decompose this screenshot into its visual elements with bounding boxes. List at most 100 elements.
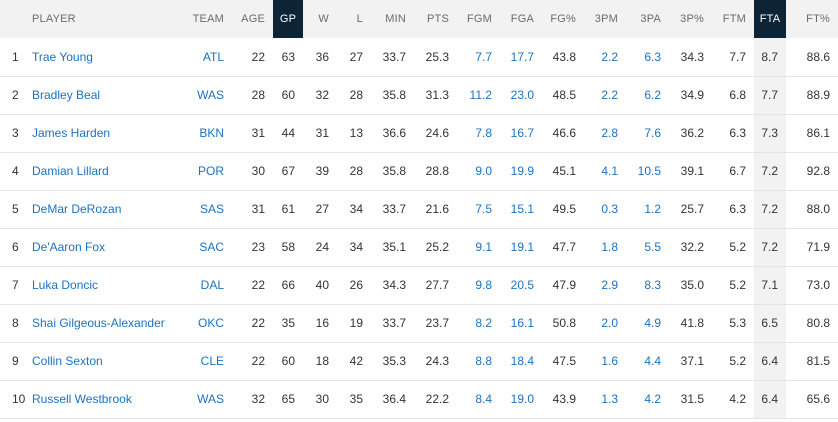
cell-player[interactable]: Bradley Beal: [32, 76, 192, 114]
cell-team[interactable]: SAS: [192, 190, 232, 228]
stat-link[interactable]: 19.1: [510, 240, 534, 254]
stat-link[interactable]: 10.5: [637, 164, 661, 178]
stat-link[interactable]: 4.9: [644, 316, 661, 330]
player-link[interactable]: Damian Lillard: [32, 164, 109, 178]
stat-link[interactable]: 8.4: [475, 392, 492, 406]
stat-link[interactable]: 5.5: [644, 240, 661, 254]
cell-3pm[interactable]: 1.8: [584, 228, 626, 266]
stat-link[interactable]: 0.3: [601, 202, 618, 216]
stat-link[interactable]: 2.8: [601, 126, 618, 140]
stat-link[interactable]: 7.8: [475, 126, 492, 140]
team-link[interactable]: SAS: [199, 202, 224, 216]
cell-team[interactable]: ATL: [192, 38, 232, 76]
player-link[interactable]: Luka Doncic: [32, 278, 99, 292]
column-header-min[interactable]: MIN: [371, 0, 414, 38]
cell-3pa[interactable]: 6.2: [626, 76, 669, 114]
team-link[interactable]: POR: [197, 164, 224, 178]
cell-team[interactable]: OKC: [192, 304, 232, 342]
stat-link[interactable]: 20.5: [510, 278, 534, 292]
cell-player[interactable]: DeMar DeRozan: [32, 190, 192, 228]
cell-player[interactable]: Collin Sexton: [32, 342, 192, 380]
stat-link[interactable]: 16.7: [510, 126, 534, 140]
player-link[interactable]: De'Aaron Fox: [32, 240, 105, 254]
stat-link[interactable]: 4.2: [644, 392, 661, 406]
stat-link[interactable]: 23.0: [510, 88, 534, 102]
cell-fgm[interactable]: 9.1: [457, 228, 500, 266]
team-link[interactable]: CLE: [200, 354, 224, 368]
player-link[interactable]: Bradley Beal: [32, 88, 101, 102]
cell-player[interactable]: James Harden: [32, 114, 192, 152]
player-link[interactable]: Shai Gilgeous-Alexander: [32, 316, 165, 330]
stat-link[interactable]: 1.3: [601, 392, 618, 406]
column-header-fg-pct[interactable]: FG%: [542, 0, 584, 38]
cell-fgm[interactable]: 11.2: [457, 76, 500, 114]
column-header-fta[interactable]: FTA: [754, 0, 786, 38]
cell-3pm[interactable]: 2.2: [584, 38, 626, 76]
team-link[interactable]: DAL: [200, 278, 224, 292]
cell-team[interactable]: SAC: [192, 228, 232, 266]
column-header-team[interactable]: TEAM: [192, 0, 232, 38]
cell-team[interactable]: DAL: [192, 266, 232, 304]
stat-link[interactable]: 9.0: [475, 164, 492, 178]
cell-fga[interactable]: 16.1: [500, 304, 542, 342]
team-link[interactable]: WAS: [197, 392, 224, 406]
cell-fgm[interactable]: 9.0: [457, 152, 500, 190]
team-link[interactable]: BKN: [199, 126, 224, 140]
cell-team[interactable]: WAS: [192, 380, 232, 418]
cell-3pm[interactable]: 4.1: [584, 152, 626, 190]
team-link[interactable]: OKC: [197, 316, 224, 330]
player-link[interactable]: Collin Sexton: [32, 354, 103, 368]
cell-team[interactable]: CLE: [192, 342, 232, 380]
player-link[interactable]: Trae Young: [32, 49, 93, 64]
column-header-3pa[interactable]: 3PA: [626, 0, 669, 38]
stat-link[interactable]: 2.0: [601, 316, 618, 330]
cell-3pm[interactable]: 2.2: [584, 76, 626, 114]
stat-link[interactable]: 15.1: [510, 202, 534, 216]
stat-link[interactable]: 1.6: [601, 354, 618, 368]
cell-fgm[interactable]: 7.7: [457, 38, 500, 76]
stat-link[interactable]: 6.2: [644, 88, 661, 102]
column-header-pts[interactable]: PTS: [414, 0, 457, 38]
cell-player[interactable]: Russell Westbrook: [32, 380, 192, 418]
cell-3pm[interactable]: 1.6: [584, 342, 626, 380]
cell-fgm[interactable]: 7.5: [457, 190, 500, 228]
cell-3pa[interactable]: 4.2: [626, 380, 669, 418]
stat-link[interactable]: 4.4: [644, 354, 661, 368]
player-link[interactable]: DeMar DeRozan: [32, 202, 122, 216]
stat-link[interactable]: 4.1: [601, 164, 618, 178]
column-header-fga[interactable]: FGA: [500, 0, 542, 38]
stat-link[interactable]: 2.2: [601, 49, 618, 64]
column-header-fgm[interactable]: FGM: [457, 0, 500, 38]
stat-link[interactable]: 17.7: [510, 49, 534, 64]
column-header-3p-pct[interactable]: 3P%: [669, 0, 712, 38]
cell-3pm[interactable]: 2.9: [584, 266, 626, 304]
column-header-ft-pct[interactable]: FT%: [786, 0, 838, 38]
cell-fgm[interactable]: 8.4: [457, 380, 500, 418]
cell-3pa[interactable]: 1.2: [626, 190, 669, 228]
stat-link[interactable]: 2.9: [601, 278, 618, 292]
stat-link[interactable]: 8.2: [475, 316, 492, 330]
cell-3pm[interactable]: 0.3: [584, 190, 626, 228]
cell-3pm[interactable]: 2.0: [584, 304, 626, 342]
cell-3pa[interactable]: 4.9: [626, 304, 669, 342]
cell-3pa[interactable]: 10.5: [626, 152, 669, 190]
stat-link[interactable]: 2.2: [601, 88, 618, 102]
stat-link[interactable]: 7.5: [475, 202, 492, 216]
cell-team[interactable]: WAS: [192, 76, 232, 114]
cell-fgm[interactable]: 9.8: [457, 266, 500, 304]
team-link[interactable]: WAS: [197, 88, 224, 102]
cell-fga[interactable]: 19.0: [500, 380, 542, 418]
stat-link[interactable]: 18.4: [510, 354, 534, 368]
stat-link[interactable]: 1.8: [601, 240, 618, 254]
stat-link[interactable]: 11.2: [469, 88, 492, 102]
stat-link[interactable]: 7.6: [644, 126, 661, 140]
column-header-l[interactable]: L: [337, 0, 371, 38]
stat-link[interactable]: 8.8: [475, 354, 492, 368]
column-header-gp[interactable]: GP: [273, 0, 303, 38]
cell-fgm[interactable]: 8.8: [457, 342, 500, 380]
column-header-player[interactable]: PLAYER: [32, 0, 192, 38]
cell-player[interactable]: Trae Young: [32, 38, 192, 76]
stat-link[interactable]: 19.0: [510, 392, 534, 406]
cell-fga[interactable]: 20.5: [500, 266, 542, 304]
cell-3pa[interactable]: 7.6: [626, 114, 669, 152]
